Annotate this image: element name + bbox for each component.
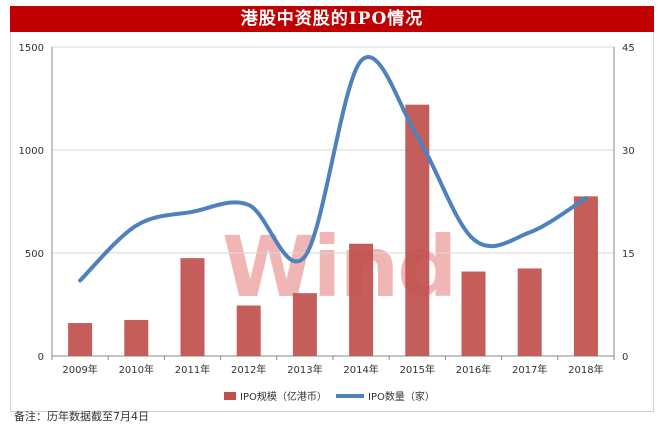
- y-left-tick-label: 1000: [19, 146, 44, 157]
- y-left-tick-label: 1500: [19, 43, 44, 54]
- x-tick-label: 2015年: [400, 363, 435, 376]
- y-left-tick-label: 0: [38, 352, 44, 363]
- y-left-tick-label: 500: [25, 249, 44, 260]
- bar: [124, 319, 149, 356]
- bar: [68, 323, 93, 356]
- footnote: 备注：历年数据截至7月4日: [14, 410, 149, 423]
- x-tick-label: 2013年: [287, 363, 322, 376]
- bar: [405, 104, 430, 357]
- legend-label: IPO数量（家）: [368, 390, 435, 403]
- y-right-tick-label: 30: [622, 146, 635, 157]
- bar: [292, 293, 317, 356]
- bar: [349, 243, 374, 356]
- x-tick-label: 2009年: [62, 363, 97, 376]
- bar: [180, 258, 205, 356]
- y-right-tick-label: 15: [622, 249, 635, 260]
- chart-frame: [10, 32, 654, 412]
- bar: [517, 268, 542, 356]
- x-tick-label: 2018年: [568, 363, 603, 376]
- x-tick-label: 2012年: [231, 363, 266, 376]
- y-right-tick-label: 0: [622, 352, 628, 363]
- chart-title: 港股中资股的IPO情况: [10, 6, 654, 32]
- bar: [236, 305, 261, 356]
- series-line: [78, 55, 588, 283]
- x-tick-label: 2017年: [512, 363, 547, 376]
- legend-label: IPO规模（亿港币）: [240, 390, 327, 403]
- bar: [461, 271, 486, 356]
- x-tick-label: 2011年: [175, 363, 210, 376]
- x-tick-label: 2010年: [119, 363, 154, 376]
- bar: [573, 196, 598, 356]
- legend-swatch-bar: [224, 392, 236, 400]
- x-tick-label: 2014年: [343, 363, 378, 376]
- y-right-tick-label: 45: [622, 43, 635, 54]
- x-tick-label: 2016年: [456, 363, 491, 376]
